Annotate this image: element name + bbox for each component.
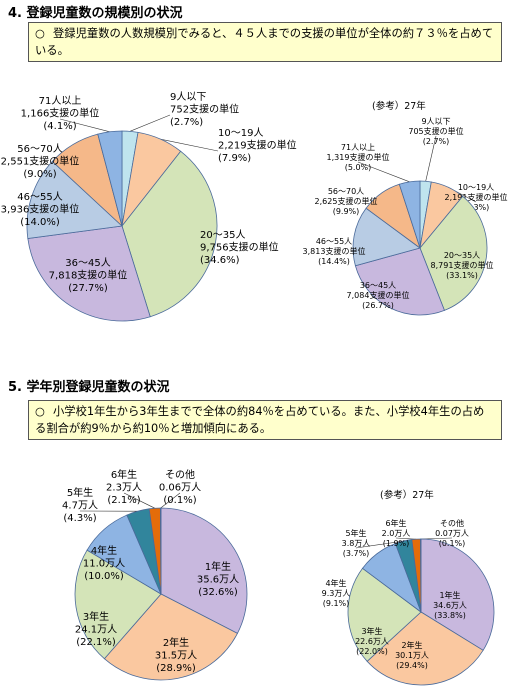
pie-slice-size_h27-3 [354,247,445,316]
pie-label-size_current-6: 71人以上 1,166支援の単位(4.1%) [21,95,100,132]
section4-title: 4. 登録児童数の規模別の状況 [8,6,183,21]
section5-title: 5. 学年別登録児童数の状況 [8,380,170,395]
pie-slice-grade_current-6 [160,507,162,595]
pie-label-size_h27-4: 46～55人 3,813支援の単位(14.4%) [303,237,366,266]
pie-slice-grade_current-2 [74,549,162,660]
pie-label-grade_current-3: 4年生 11.0万人(10.0%) [83,544,125,582]
pie-label-size_current-1: 10～19人 2,219支援の単位(7.9%) [218,127,297,164]
pie-slice-size_current-3 [27,225,151,322]
pie-grade_h27: 1年生 34.6万人(33.8%)2年生 30.1万人(29.4%)3年生 22.6万… [322,518,495,686]
pie-label-grade_current-5: 6年生 2.3万人(2.1%) [106,468,142,506]
pie-label-grade_current-0: 1年生 35.6万人(32.6%) [197,560,239,598]
pie-label-grade_h27-2: 3年生 22.6万人(22.0%) [355,626,389,656]
pie-label-grade_h27-3: 4年生 9.3万人(9.1%) [322,578,351,608]
pie-label-size_h27-6: 71人以上 1,319支援の単位(5.0%) [327,143,390,172]
pie-grade_current: 1年生 35.6万人(32.6%)2年生 31.5万人(28.9%) 3年生 24.1万… [62,468,248,681]
section4-note-text: 登録児童数の人数規模別でみると、４５人までの支援の単位が全体の約７３％を占めてい… [35,27,494,57]
section4-note: ○ 登録児童数の人数規模別でみると、４５人までの支援の単位が全体の約７３％を占めて… [28,22,502,62]
pie-slice-size_current-2 [121,150,218,318]
pie-leader-grade_current-6 [160,492,181,509]
ref-label-size: (参考）27年 [372,101,426,112]
pie-label-size_current-4: 46～55人 3,936支援の単位(14.0%) [1,191,80,228]
pie-slice-grade_current-0 [160,507,248,634]
pie-slice-size_current-6 [97,130,123,227]
pie-label-size_current-0: 9人以下 752支援の単位(2.7%) [170,91,239,128]
pie-label-grade_h27-1: 2年生 30.1万人(29.4%) [395,640,429,670]
pie-slice-size_h27-4 [352,207,421,267]
pie-slice-grade_current-1 [103,593,238,681]
pie-leader-grade_current-5 [123,492,155,509]
pie-leader-size_h27-0 [425,135,437,182]
pie-slice-grade_h27-2 [347,567,422,662]
pie-label-grade_h27-6: その他 0.07万人(0.1%) [435,518,469,548]
pie-label-grade_h27-5: 6年生 2.0万人(1.9%) [382,518,411,548]
pie-slice-size_current-4 [26,160,123,239]
pie-slice-size_h27-6 [398,180,421,249]
section5-bullet: ○ [35,405,45,418]
pie-leader-size_current-0 [129,114,171,132]
pie-slice-grade_h27-1 [366,611,484,686]
pie-label-size_current-5: 56～70人 2,551支援の単位(9.0%) [1,143,80,180]
pie-label-size_h27-2: 20～35人 8,791支援の単位(33.1%) [431,251,494,280]
pie-label-grade_current-6: その他 0.06万人(0.1%) [159,468,201,506]
pie-slice-size_h27-2 [419,195,488,311]
section5-note: ○ 小学校1年生から3年生までで全体の約84％を占めている。また、小学校4年生の占… [28,400,502,440]
pie-size_h27: 9人以下 705支援の単位(2.7%) 10～19人 2,191支援の単位(8.3%)… [303,117,508,316]
pie-leader-size_current-1 [160,138,219,152]
section5-note-text: 小学校1年生から3年生までで全体の約84％を占めている。また、小学校4年生の占め… [35,405,485,435]
pie-label-size_current-3: 36～45人 7,818支援の単位(27.7%) [49,257,128,294]
pie-size_current: 9人以下 752支援の単位(2.7%)10～19人 2,219支援の単位(7.9%)… [1,91,297,322]
pie-leader-grade_h27-4 [355,540,404,549]
pie-label-size_h27-1: 10～19人 2,191支援の単位(8.3%) [445,183,508,212]
pie-label-grade_current-2: 3年生 24.1万人(22.1%) [75,610,117,648]
pie-label-size_current-2: 20～35人 9,756支援の単位(34.6%) [200,229,279,266]
pie-slice-grade_h27-0 [420,538,495,651]
pie-label-grade_current-4: 5年生 4.7万人(4.3%) [62,486,98,524]
pie-label-size_h27-0: 9人以下 705支援の単位(2.7%) [408,117,463,146]
pie-label-grade_current-1: 2年生 31.5万人(28.9%) [155,636,197,674]
pie-leader-size_current-6 [59,118,110,133]
pie-label-grade_h27-4: 5年生 3.8万人(3.7%) [342,528,371,558]
pie-leader-size_h27-6 [357,161,410,183]
pie-leader-grade_h27-5 [395,537,417,540]
section4-bullet: ○ [35,27,45,40]
ref-label-grade: (参考）27年 [380,490,434,501]
pie-label-size_h27-3: 36～45人 7,084支援の単位(26.7%) [347,281,410,310]
pie-label-grade_h27-0: 1年生 34.6万人(33.8%) [433,590,467,620]
pie-label-size_h27-5: 56～70人 2,625支援の単位(9.9%) [315,187,378,216]
